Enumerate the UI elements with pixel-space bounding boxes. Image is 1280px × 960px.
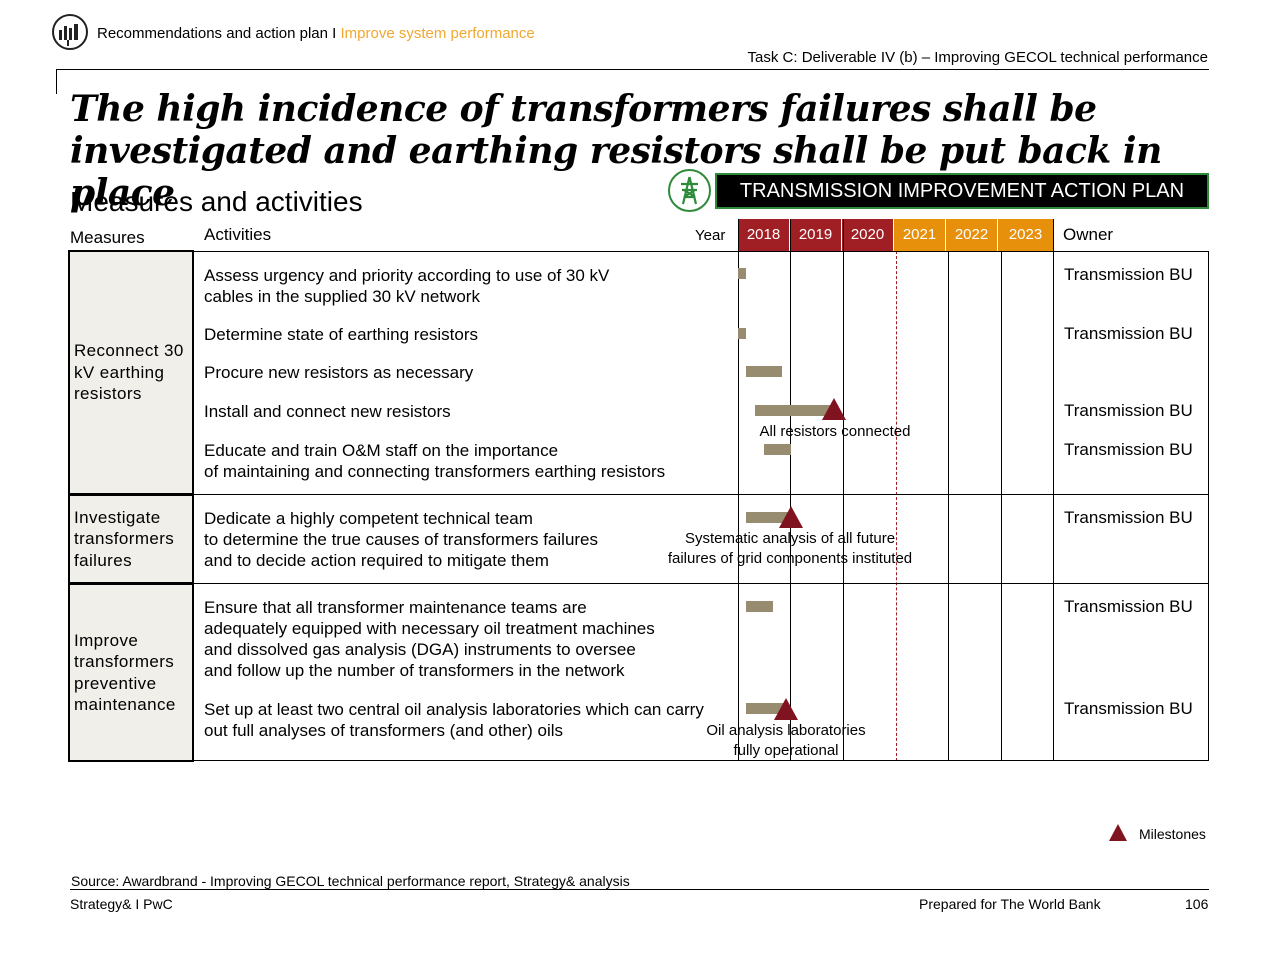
gantt-bar [745,601,774,612]
row-divider [194,760,1209,761]
footer-left: Strategy& I PwC [70,896,173,912]
gantt-bar [745,366,782,377]
grid-line [1208,251,1209,761]
gantt-bar [755,405,830,416]
activity-text: Determine state of earthing resistors [204,325,479,344]
today-line [896,251,897,761]
title-line-2: investigated and earthing resistors shal… [70,130,1162,214]
action-plan-banner: TRANSMISSION IMPROVEMENT ACTION PLAN [715,173,1209,209]
task-label: Task C: Deliverable IV (b) – Improving G… [747,49,1208,66]
row-divider [194,251,1209,252]
owner-header: Owner [1063,225,1114,244]
activity-text: Educate and train O&M staff on the impor… [204,441,666,481]
grid-line [948,251,949,761]
company-logo-icon [52,14,88,50]
milestone-label: All resistors connected [759,423,911,440]
page-number: 106 [1185,896,1209,912]
activity-owner: Transmission BU [1064,440,1193,459]
year-2018: 2018 [738,219,790,251]
milestone-icon [774,698,799,720]
year-header: Year [695,227,726,244]
page-subtitle: Measures and activities [70,186,363,217]
transmission-tower-icon [668,169,711,212]
year-2020: 2020 [842,219,894,251]
row-divider [194,583,1209,584]
milestone-icon [778,506,803,528]
measure-label: Improve transformers preventive maintena… [74,630,176,715]
gantt-bar [764,444,791,455]
activity-owner: Transmission BU [1064,508,1193,527]
milestone-legend-icon [1109,824,1127,841]
section-breadcrumb: Recommendations and action plan I Improv… [97,25,535,42]
source-note: Source: Awardbrand - Improving GECOL tec… [71,873,630,889]
year-2023: 2023 [998,219,1054,251]
activity-owner: Transmission BU [1064,401,1193,420]
measure-investigate-failures: Investigate transformers failures [68,494,194,584]
measure-label: Investigate transformers failures [74,507,175,570]
grid-line [790,219,791,761]
gantt-bar [745,512,791,523]
corner-mark [56,69,57,94]
footer-divider [70,889,1209,890]
header-divider [56,69,1209,70]
activity-text: Set up at least two central oil analysis… [204,700,704,740]
activity-owner: Transmission BU [1064,699,1193,718]
activities-header: Activities [204,225,272,244]
activity-owner: Transmission BU [1064,597,1193,616]
year-2019: 2019 [790,219,842,251]
activity-text: Assess urgency and priority according to… [204,266,610,306]
grid-line [1001,251,1002,761]
page-title: The high incidence of transformers failu… [70,88,1230,214]
activity-text: Dedicate a highly competent technical te… [204,509,599,570]
measure-reconnect-resistors: Reconnect 30 kV earthing resistors [68,250,194,495]
year-2022: 2022 [946,219,998,251]
milestone-label: Systematic analysis of all future failur… [667,530,913,567]
row-divider [194,494,1209,495]
measure-preventive-maintenance: Improve transformers preventive maintena… [68,583,194,762]
milestone-icon [822,398,847,420]
gantt-bar [745,703,786,714]
gantt-bar [738,268,746,279]
activity-text: Procure new resistors as necessary [204,363,474,382]
activity-owner: Transmission BU [1064,265,1193,284]
grid-line [1053,219,1054,761]
measure-label: Reconnect 30 kV earthing resistors [74,341,184,404]
activity-text: Ensure that all transformer maintenance … [204,598,655,680]
activity-text: Install and connect new resistors [204,402,451,421]
title-line-1: The high incidence of transformers failu… [70,88,1097,130]
legend-label: Milestones [1139,826,1206,842]
subsection-label: Improve system performance [340,25,535,42]
year-2021: 2021 [894,219,946,251]
section-label: Recommendations and action plan I [97,25,337,42]
grid-line [843,219,844,761]
milestone-label: Oil analysis laboratories fully operatio… [706,722,866,759]
gantt-bar [738,328,746,339]
activity-owner: Transmission BU [1064,324,1193,343]
footer-center: Prepared for The World Bank [919,896,1101,912]
measures-header: Measures [70,228,145,247]
grid-line [738,219,739,761]
